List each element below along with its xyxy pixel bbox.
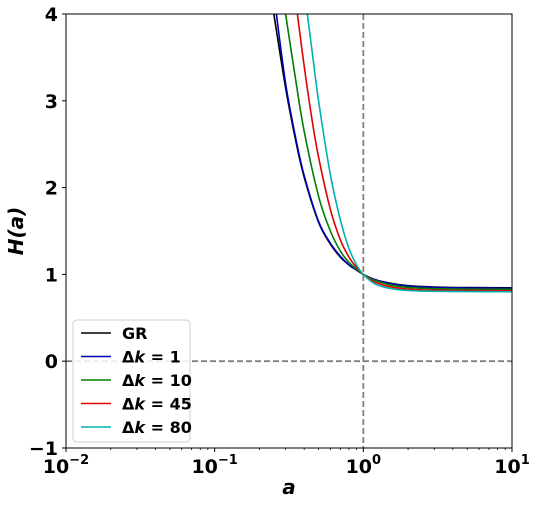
series-layer xyxy=(273,14,512,293)
series-line-3 xyxy=(296,14,512,292)
y-tick-label: −1 xyxy=(29,438,58,460)
plot-frame xyxy=(65,13,513,449)
series-line-4 xyxy=(306,14,512,293)
y-tick-label: 2 xyxy=(45,178,58,200)
x-tick-label: 100 xyxy=(346,453,382,478)
x-axis-label: a xyxy=(282,475,296,499)
y-tick-label: 3 xyxy=(45,91,58,113)
x-tick-label: 10−1 xyxy=(191,453,237,478)
y-axis-ticks: −1 0 1 2 3 4 xyxy=(29,4,66,460)
y-axis-label: H(a) xyxy=(4,207,28,256)
legend-entry-2: Δk = 10 xyxy=(122,371,192,390)
y-tick-label: 4 xyxy=(45,4,58,26)
y-tick-label: 1 xyxy=(45,264,58,286)
legend: GR Δk = 1 Δk = 10 Δk = 45 Δk = 80 xyxy=(72,319,192,443)
series-line-1 xyxy=(275,14,512,290)
x-tick-label: 101 xyxy=(494,453,530,478)
y-tick-label: 0 xyxy=(45,351,58,373)
x-tick-label: 10−2 xyxy=(43,453,89,478)
legend-entry-4: Δk = 80 xyxy=(122,418,192,437)
legend-box xyxy=(72,319,191,443)
series-line-2 xyxy=(284,14,512,291)
legend-entry-1: Δk = 1 xyxy=(122,348,181,367)
legend-entry-0: GR xyxy=(122,324,147,343)
legend-entry-3: Δk = 45 xyxy=(122,395,192,414)
x-axis-ticks: 10−2 10−1 100 101 xyxy=(43,448,530,478)
